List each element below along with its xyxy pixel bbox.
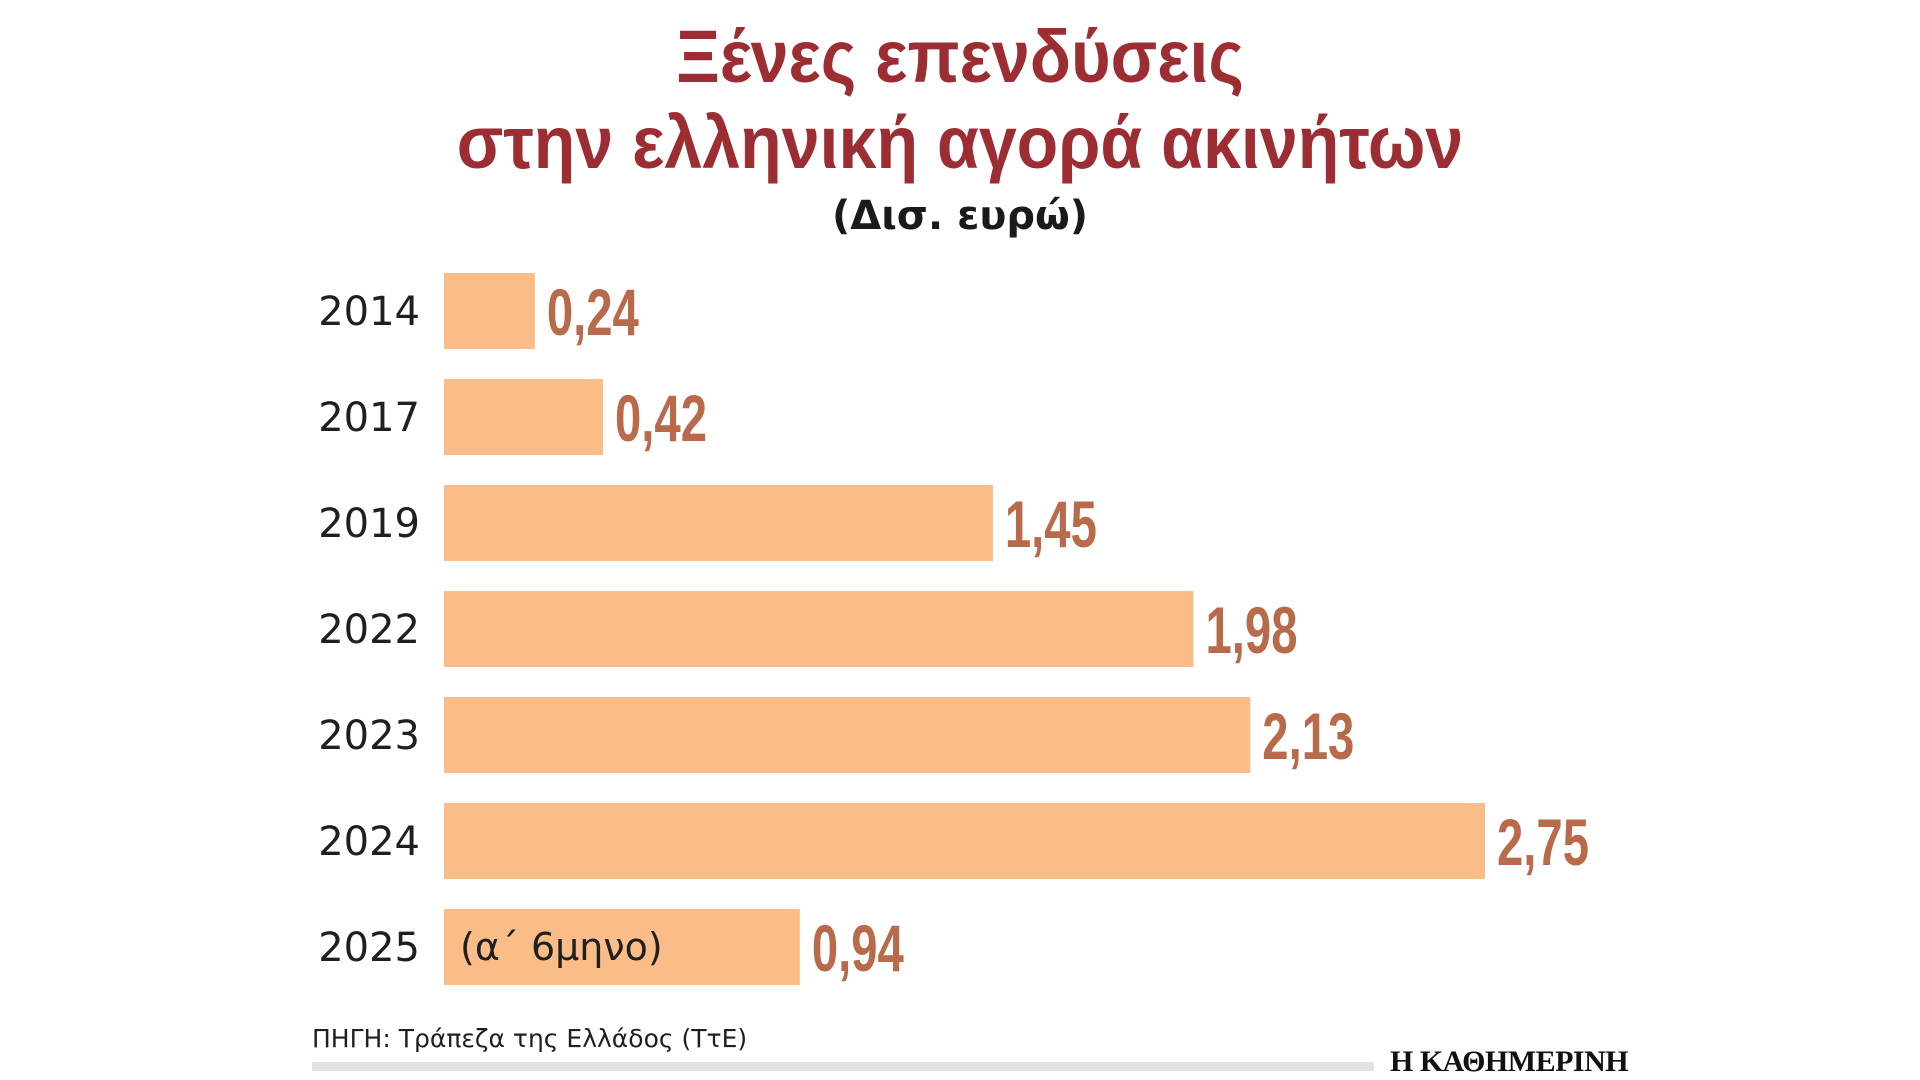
value-label-2022: 1,98 [1206,593,1298,667]
category-label-2025: 2025 [318,925,420,971]
value-label-2017: 0,42 [615,381,707,455]
bar-2025 [444,909,800,985]
category-label-2023: 2023 [318,713,420,759]
value-label-2025: 0,94 [812,911,904,985]
value-label-2014: 0,24 [547,275,639,349]
source-note: ΠΗΓΗ: Τράπεζα της Ελλάδος (ΤτΕ) [312,1024,748,1053]
chart-subtitle-unit: (Δισ. ευρώ) [831,193,1089,239]
chart-title-line1: Ξένες επενδύσεις [676,15,1244,98]
chart-title-line2: στην ελληνική αγορά ακινήτων [456,101,1464,184]
value-label-2023: 2,13 [1262,699,1354,773]
bar-2017 [444,379,603,455]
category-label-2017: 2017 [318,395,420,441]
category-label-2024: 2024 [318,819,420,865]
value-label-2019: 1,45 [1005,487,1097,561]
value-label-2024: 2,75 [1497,805,1589,879]
category-label-2022: 2022 [318,607,420,653]
bar-2022 [444,591,1194,667]
bar-2023 [444,697,1251,773]
category-label-2014: 2014 [318,289,420,335]
brand-logo: Η ΚΑΘΗΜΕΡΙΝΗ [1390,1045,1629,1078]
footer-divider [312,1062,1374,1071]
bar-2024 [444,803,1485,879]
category-label-2019: 2019 [318,501,420,547]
bar-2014 [444,273,535,349]
bar-2019 [444,485,993,561]
bar-annotation-2025: (α΄ 6μηνο) [460,925,663,969]
